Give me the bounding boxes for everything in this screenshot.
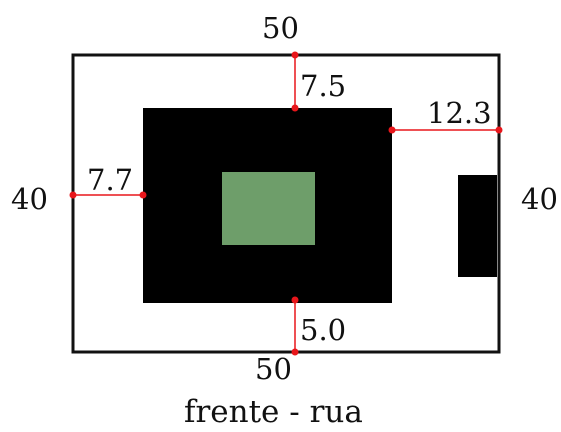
annex-building: [458, 175, 497, 277]
setback-measure-right: [388, 126, 503, 134]
front-street-caption: frente - rua: [184, 394, 363, 430]
setback-top-label: 7.5: [300, 69, 347, 103]
setback-left-label: 7.7: [87, 163, 134, 197]
setback-right-label: 12.3: [427, 96, 492, 130]
lot-right-depth-label: 40: [521, 182, 558, 216]
lot-top-width-label: 50: [262, 11, 299, 45]
lot-bottom-width-label: 50: [255, 352, 292, 386]
setback-measure-bottom: [291, 296, 299, 356]
lot-boundary: [71, 53, 501, 354]
setback-measure-top: [291, 51, 299, 112]
setback-measure-left: [69, 191, 147, 199]
lot-left-depth-label: 40: [11, 182, 48, 216]
setback-bottom-label: 5.0: [300, 313, 347, 347]
pool-area: [222, 172, 315, 245]
